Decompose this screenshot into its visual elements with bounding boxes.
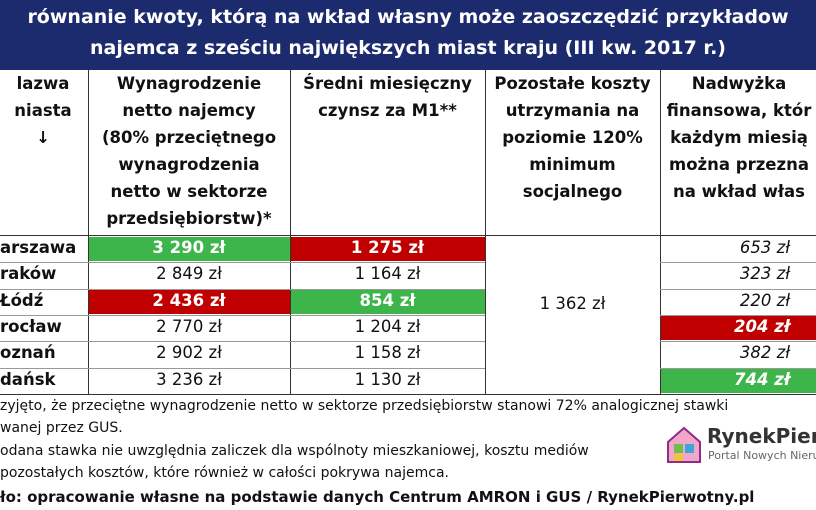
row-line [0, 341, 485, 343]
row-line [0, 262, 485, 264]
cell-fill [661, 368, 816, 393]
row-line [0, 367, 485, 369]
other-costs-cell: 1 362 zł [539, 293, 606, 313]
surplus-cell: 323 zł [739, 264, 790, 284]
row-line [660, 262, 816, 264]
row-line [660, 314, 816, 316]
header-cell: ↓ [36, 128, 50, 147]
salary-cell: 3 290 zł [152, 238, 226, 257]
col-line [485, 70, 486, 394]
cell-fill [291, 237, 485, 262]
title-line: równanie kwoty, którą na wkład własny mo… [27, 6, 789, 28]
header-cell: netto najemcy [122, 101, 256, 120]
rent-cell: 1 164 zł [354, 264, 421, 284]
cell-fill [661, 315, 816, 341]
city-cell: Łódź [0, 290, 44, 310]
logo-house [667, 426, 701, 463]
row-line [0, 288, 485, 290]
row-line [660, 341, 816, 343]
logo-name: RynekPierwo [707, 424, 816, 448]
rent-cell: 1 158 zł [354, 343, 421, 363]
footnote: odana stawka nie uwzględnia zaliczek dla… [0, 443, 589, 459]
bottom-line [0, 394, 816, 395]
rent-cell: 854 zł [359, 290, 416, 310]
surplus-cell: 744 zł [734, 369, 790, 389]
rent-cell: 1 204 zł [354, 316, 421, 336]
city-cell: raków [0, 264, 57, 284]
title-line: najemca z sześciu największych miast kra… [90, 37, 726, 59]
header-cell: niasta [14, 101, 72, 120]
header-cell: można przezna [669, 155, 809, 174]
header-cell: Wynagrodzenie [116, 74, 262, 93]
header-cell: Średni miesięczny [303, 74, 472, 93]
footnote: zyjęto, że przeciętne wynagrodzenie nett… [0, 398, 729, 414]
salary-cell: 2 902 zł [156, 343, 222, 363]
title-band [0, 0, 816, 70]
logo-icon [664, 424, 704, 464]
surplus-cell: 653 zł [739, 238, 790, 257]
logo-tagline: Portal Nowych Nieruc [708, 449, 816, 462]
header-cell: na wkład włas [673, 182, 805, 201]
salary-cell: 2 436 zł [152, 290, 226, 310]
header-cell: finansowa, któr [666, 101, 812, 120]
surplus-cell: 204 zł [734, 316, 790, 336]
salary-cell: 3 236 zł [156, 369, 222, 389]
cell-fill [89, 237, 290, 262]
rent-cell: 1 275 zł [350, 238, 425, 257]
header-cell: poziomie 120% [502, 128, 643, 147]
header-cell: netto w sektorze [110, 182, 268, 201]
rent-cell: 1 130 zł [354, 369, 421, 389]
row-line [660, 288, 816, 290]
footnote: wanej przez GUS. [0, 420, 123, 436]
city-cell: arszawa [0, 238, 77, 257]
surplus-cell: 382 zł [739, 343, 790, 363]
header-cell: utrzymania na [505, 101, 640, 120]
col-line [88, 70, 89, 394]
header-cell: wynagrodzenia [118, 155, 260, 174]
header-cell: przedsiębiorstw)* [106, 209, 272, 228]
col-line [290, 70, 291, 394]
header-cell: (80% przeciętnego [101, 128, 277, 147]
row-line [660, 367, 816, 369]
cell-fill [291, 289, 485, 314]
surplus-cell: 220 zł [739, 290, 790, 310]
source: ło: opracowanie własne na podstawie dany… [0, 488, 755, 506]
header-cell: Pozostałe koszty [494, 74, 651, 93]
cell-fill [89, 289, 290, 314]
header-cell: Nadwyżka [691, 74, 787, 93]
header-cell: czynsz za M1** [318, 101, 457, 120]
footnote: pozostałych kosztów, które również w cał… [0, 465, 449, 481]
header-cell: minimum [529, 155, 616, 174]
city-cell: oznań [0, 343, 56, 363]
header-cell: socjalnego [522, 182, 623, 201]
header-cell: lazwa [16, 74, 70, 93]
row-line [0, 314, 485, 316]
salary-cell: 2 849 zł [156, 264, 222, 284]
col-line [660, 70, 661, 394]
header-line [0, 235, 816, 236]
city-cell: rocław [0, 316, 62, 336]
header-cell: każdym miesią [670, 128, 808, 147]
salary-cell: 2 770 zł [156, 316, 222, 336]
city-cell: dańsk [0, 369, 56, 389]
